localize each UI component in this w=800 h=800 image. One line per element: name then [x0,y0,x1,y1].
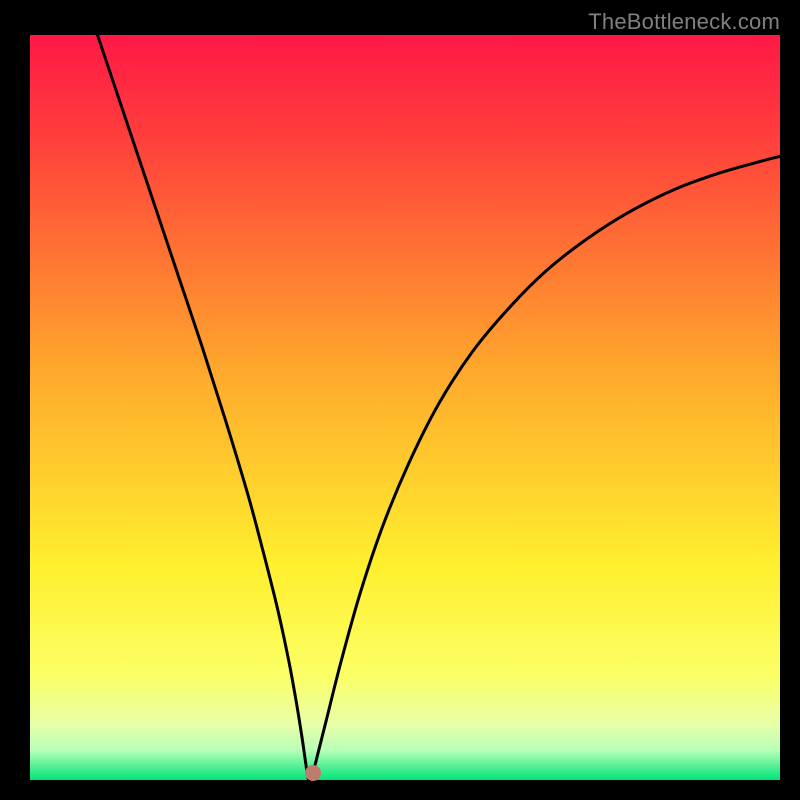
chart-frame: TheBottleneck.com [0,0,800,800]
bottleneck-curve [30,35,780,780]
plot-area [30,35,780,780]
optimum-marker [305,765,321,781]
attribution-text: TheBottleneck.com [588,4,780,35]
